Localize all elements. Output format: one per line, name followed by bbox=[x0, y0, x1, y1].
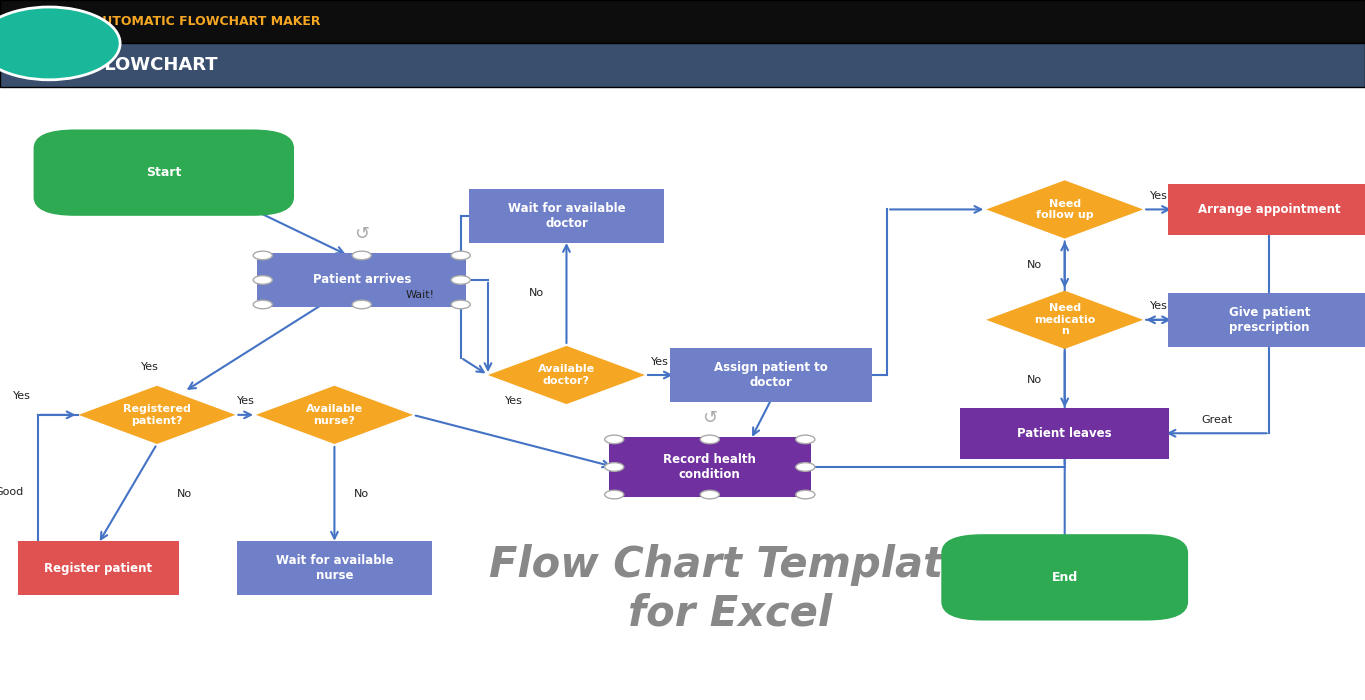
FancyBboxPatch shape bbox=[670, 348, 872, 402]
Text: Arrange appointment: Arrange appointment bbox=[1198, 203, 1340, 216]
Text: Yes: Yes bbox=[651, 356, 669, 367]
Circle shape bbox=[700, 490, 719, 499]
Circle shape bbox=[254, 300, 272, 309]
Circle shape bbox=[700, 435, 719, 444]
FancyBboxPatch shape bbox=[257, 253, 467, 307]
Circle shape bbox=[352, 300, 371, 309]
Text: Patient arrives: Patient arrives bbox=[313, 274, 411, 286]
Circle shape bbox=[796, 490, 815, 499]
Text: Great: Great bbox=[1201, 415, 1233, 425]
Polygon shape bbox=[78, 386, 236, 444]
Text: AUTOMATIC FLOWCHART MAKER: AUTOMATIC FLOWCHART MAKER bbox=[93, 15, 321, 28]
FancyBboxPatch shape bbox=[34, 130, 293, 216]
Text: Registered
patient?: Registered patient? bbox=[123, 404, 191, 426]
FancyBboxPatch shape bbox=[961, 408, 1168, 458]
Text: Record health
condition: Record health condition bbox=[663, 453, 756, 481]
Text: ↺: ↺ bbox=[702, 409, 718, 427]
FancyBboxPatch shape bbox=[1168, 293, 1365, 346]
Circle shape bbox=[450, 276, 470, 284]
FancyBboxPatch shape bbox=[238, 541, 431, 595]
Text: No: No bbox=[176, 489, 192, 499]
Text: Register patient: Register patient bbox=[44, 561, 153, 575]
FancyBboxPatch shape bbox=[1168, 184, 1365, 235]
Text: Yes: Yes bbox=[1149, 301, 1167, 312]
Text: Wait for available
doctor: Wait for available doctor bbox=[508, 202, 625, 230]
Text: Yes: Yes bbox=[236, 396, 255, 407]
Text: Need
follow up: Need follow up bbox=[1036, 199, 1093, 220]
Circle shape bbox=[605, 490, 624, 499]
Text: No: No bbox=[354, 489, 370, 499]
Text: Yes: Yes bbox=[12, 391, 31, 402]
Polygon shape bbox=[489, 346, 644, 404]
Polygon shape bbox=[986, 290, 1144, 349]
Circle shape bbox=[450, 251, 470, 260]
Circle shape bbox=[605, 463, 624, 471]
Text: Flow Chart Template
for Excel: Flow Chart Template for Excel bbox=[489, 545, 972, 635]
Text: Wait!: Wait! bbox=[405, 290, 434, 300]
Text: Available
doctor?: Available doctor? bbox=[538, 364, 595, 386]
Text: ↺: ↺ bbox=[354, 225, 370, 243]
Text: Start: Start bbox=[146, 166, 182, 179]
FancyBboxPatch shape bbox=[470, 188, 663, 243]
Text: Assign patient to
doctor: Assign patient to doctor bbox=[714, 361, 829, 389]
Text: Yes: Yes bbox=[1149, 191, 1167, 201]
Circle shape bbox=[605, 435, 624, 444]
Circle shape bbox=[254, 251, 272, 260]
FancyBboxPatch shape bbox=[18, 541, 179, 595]
FancyBboxPatch shape bbox=[942, 534, 1188, 620]
Text: Need
medicatio
n: Need medicatio n bbox=[1035, 303, 1095, 337]
Polygon shape bbox=[986, 181, 1144, 239]
Text: No: No bbox=[1026, 260, 1043, 270]
Polygon shape bbox=[257, 386, 412, 444]
Text: Patient leaves: Patient leaves bbox=[1017, 427, 1112, 440]
Text: No: No bbox=[1026, 374, 1043, 384]
Circle shape bbox=[796, 463, 815, 471]
Text: Yes: Yes bbox=[141, 363, 160, 372]
Text: Yes: Yes bbox=[505, 396, 523, 407]
FancyBboxPatch shape bbox=[609, 437, 811, 497]
Text: Good: Good bbox=[0, 486, 25, 496]
Text: Available
nurse?: Available nurse? bbox=[306, 404, 363, 426]
Circle shape bbox=[450, 300, 470, 309]
Text: Wait for available
nurse: Wait for available nurse bbox=[276, 554, 393, 582]
Text: End: End bbox=[1051, 571, 1078, 584]
Text: Give patient
prescription: Give patient prescription bbox=[1228, 306, 1310, 334]
Circle shape bbox=[796, 435, 815, 444]
Text: No: No bbox=[528, 288, 545, 298]
Circle shape bbox=[254, 276, 272, 284]
Circle shape bbox=[352, 251, 371, 260]
Text: FLOWCHART: FLOWCHART bbox=[93, 56, 218, 74]
